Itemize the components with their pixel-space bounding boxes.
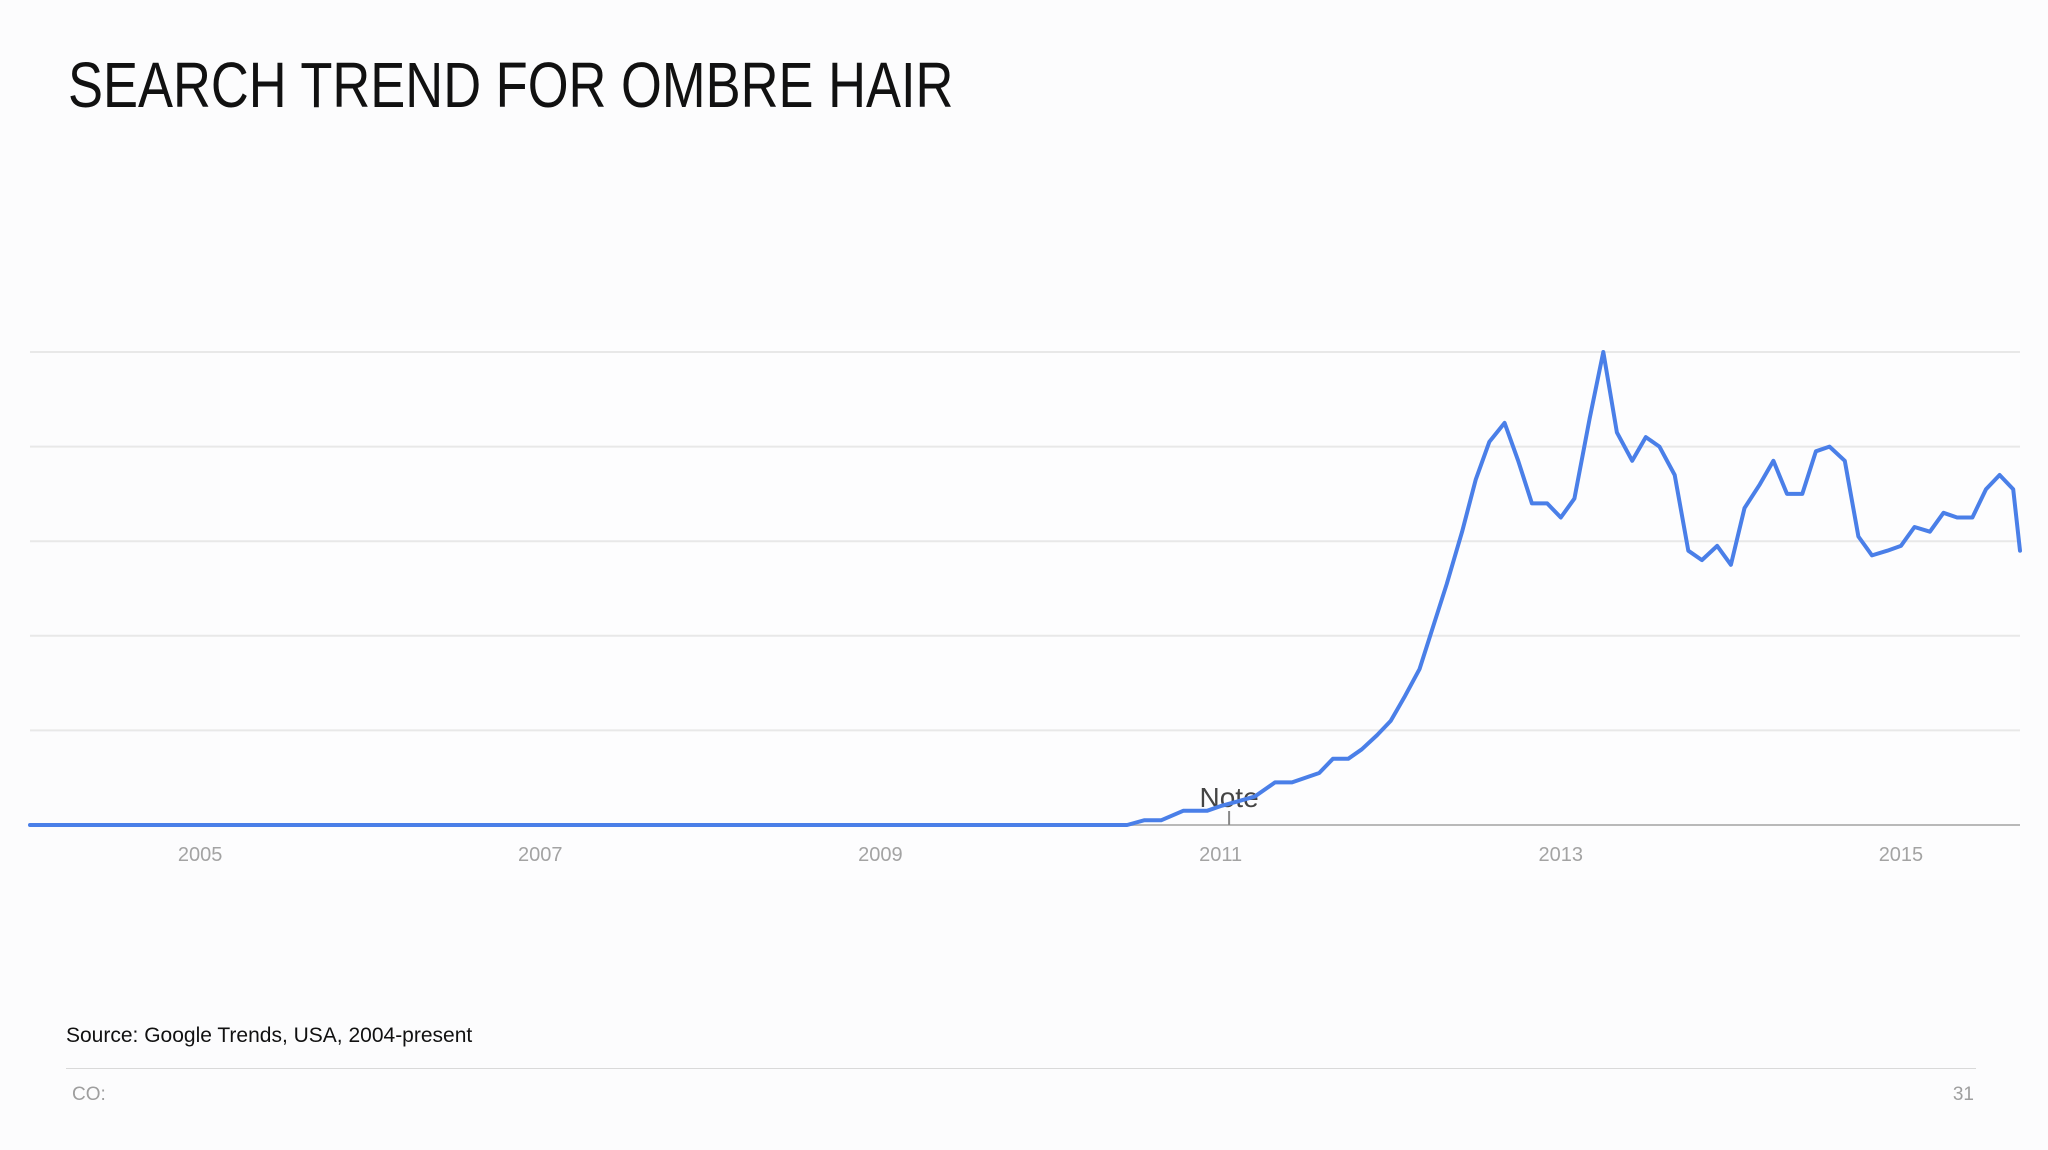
- slide-title: SEARCH TREND FOR OMBRE HAIR: [68, 49, 954, 121]
- x-tick-label: 2011: [1199, 844, 1242, 866]
- x-tick-label: 2015: [1879, 844, 1924, 866]
- series-line: [28, 350, 2022, 827]
- x-tick-label: 2007: [518, 844, 563, 866]
- source-caption: Source: Google Trends, USA, 2004-present: [66, 1024, 473, 1047]
- x-tick-label: 2005: [178, 844, 223, 866]
- footer-divider: [66, 1068, 1976, 1069]
- footer-left-text: CO:: [72, 1084, 106, 1105]
- x-axis-tick-labels: 2005 2007 2009 2011 2013 2015: [178, 844, 1923, 866]
- chart-background: [220, 330, 2020, 880]
- x-tick-label: 2009: [858, 844, 903, 866]
- x-tick-label: 2013: [1539, 844, 1584, 866]
- chart-series: [28, 350, 2022, 827]
- page-number: 31: [1952, 1084, 1974, 1105]
